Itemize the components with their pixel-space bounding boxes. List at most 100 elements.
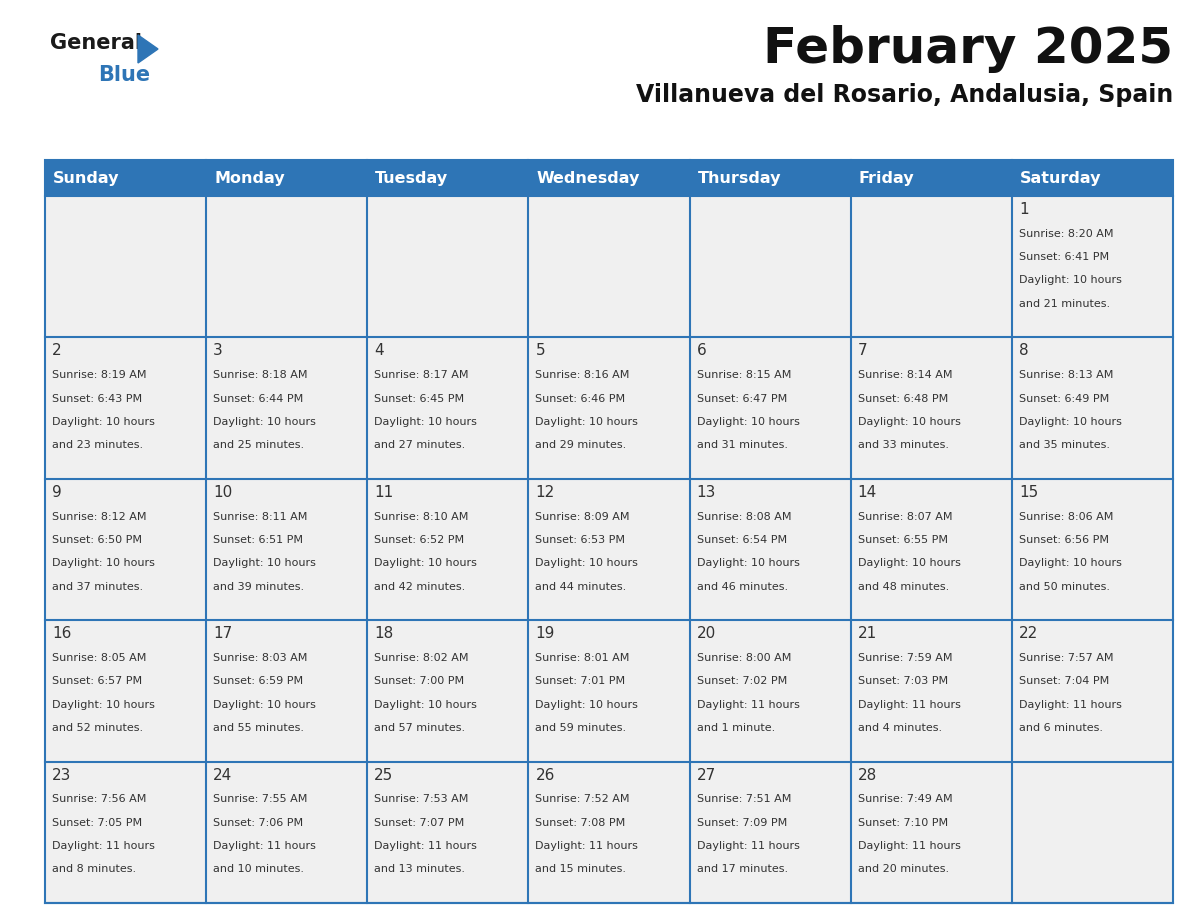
Text: and 27 minutes.: and 27 minutes. <box>374 441 466 450</box>
Text: Sunrise: 8:19 AM: Sunrise: 8:19 AM <box>52 370 146 380</box>
Text: 2: 2 <box>52 343 62 358</box>
Text: Daylight: 10 hours: Daylight: 10 hours <box>536 700 638 710</box>
Text: 24: 24 <box>213 767 233 783</box>
Text: Sunset: 6:53 PM: Sunset: 6:53 PM <box>536 535 625 545</box>
Text: 1: 1 <box>1019 202 1029 217</box>
Text: Sunset: 6:56 PM: Sunset: 6:56 PM <box>1019 535 1108 545</box>
Text: Daylight: 10 hours: Daylight: 10 hours <box>1019 558 1121 568</box>
Text: 13: 13 <box>696 485 716 499</box>
Text: 6: 6 <box>696 343 707 358</box>
Text: General: General <box>50 33 143 53</box>
Text: and 29 minutes.: and 29 minutes. <box>536 441 627 450</box>
Text: Sunset: 6:45 PM: Sunset: 6:45 PM <box>374 394 465 404</box>
Text: 7: 7 <box>858 343 867 358</box>
Text: Sunrise: 8:12 AM: Sunrise: 8:12 AM <box>52 511 146 521</box>
Text: Sunrise: 8:16 AM: Sunrise: 8:16 AM <box>536 370 630 380</box>
Text: Sunday: Sunday <box>53 171 120 185</box>
Text: Sunset: 6:55 PM: Sunset: 6:55 PM <box>858 535 948 545</box>
Text: Daylight: 11 hours: Daylight: 11 hours <box>374 841 478 851</box>
Text: and 1 minute.: and 1 minute. <box>696 723 775 733</box>
Text: and 17 minutes.: and 17 minutes. <box>696 865 788 875</box>
Text: and 8 minutes.: and 8 minutes. <box>52 865 137 875</box>
Text: Daylight: 10 hours: Daylight: 10 hours <box>1019 417 1121 427</box>
Text: Daylight: 11 hours: Daylight: 11 hours <box>52 841 154 851</box>
Text: and 25 minutes.: and 25 minutes. <box>213 441 304 450</box>
Text: and 48 minutes.: and 48 minutes. <box>858 582 949 591</box>
Text: Sunrise: 8:02 AM: Sunrise: 8:02 AM <box>374 653 469 663</box>
Text: Sunset: 6:44 PM: Sunset: 6:44 PM <box>213 394 303 404</box>
Text: 19: 19 <box>536 626 555 641</box>
Text: Sunset: 7:02 PM: Sunset: 7:02 PM <box>696 677 786 687</box>
Text: and 15 minutes.: and 15 minutes. <box>536 865 626 875</box>
Text: Sunset: 6:50 PM: Sunset: 6:50 PM <box>52 535 143 545</box>
Text: and 4 minutes.: and 4 minutes. <box>858 723 942 733</box>
Text: 3: 3 <box>213 343 223 358</box>
Text: Daylight: 10 hours: Daylight: 10 hours <box>52 558 154 568</box>
Text: Daylight: 11 hours: Daylight: 11 hours <box>213 841 316 851</box>
Text: Wednesday: Wednesday <box>537 171 640 185</box>
Text: Sunset: 6:47 PM: Sunset: 6:47 PM <box>696 394 786 404</box>
Text: 11: 11 <box>374 485 393 499</box>
Text: Daylight: 10 hours: Daylight: 10 hours <box>858 417 961 427</box>
Text: and 33 minutes.: and 33 minutes. <box>858 441 949 450</box>
Text: 21: 21 <box>858 626 877 641</box>
Text: Sunrise: 8:11 AM: Sunrise: 8:11 AM <box>213 511 308 521</box>
Text: 4: 4 <box>374 343 384 358</box>
Text: Sunset: 6:46 PM: Sunset: 6:46 PM <box>536 394 626 404</box>
Text: Sunrise: 7:57 AM: Sunrise: 7:57 AM <box>1019 653 1113 663</box>
Text: and 20 minutes.: and 20 minutes. <box>858 865 949 875</box>
Text: Daylight: 10 hours: Daylight: 10 hours <box>536 417 638 427</box>
Text: Sunrise: 8:01 AM: Sunrise: 8:01 AM <box>536 653 630 663</box>
Text: Sunset: 7:10 PM: Sunset: 7:10 PM <box>858 818 948 828</box>
Text: Daylight: 10 hours: Daylight: 10 hours <box>1019 275 1121 285</box>
Text: 14: 14 <box>858 485 877 499</box>
Text: Daylight: 10 hours: Daylight: 10 hours <box>213 417 316 427</box>
Text: Sunset: 6:49 PM: Sunset: 6:49 PM <box>1019 394 1110 404</box>
Text: Sunrise: 7:56 AM: Sunrise: 7:56 AM <box>52 794 146 804</box>
Text: 18: 18 <box>374 626 393 641</box>
Bar <box>45 621 1173 762</box>
Text: Villanueva del Rosario, Andalusia, Spain: Villanueva del Rosario, Andalusia, Spain <box>636 83 1173 107</box>
Text: and 35 minutes.: and 35 minutes. <box>1019 441 1110 450</box>
Polygon shape <box>138 35 158 63</box>
Text: 16: 16 <box>52 626 71 641</box>
Text: Sunset: 6:54 PM: Sunset: 6:54 PM <box>696 535 786 545</box>
Text: Daylight: 10 hours: Daylight: 10 hours <box>696 558 800 568</box>
Text: Daylight: 10 hours: Daylight: 10 hours <box>858 558 961 568</box>
Text: 25: 25 <box>374 767 393 783</box>
Text: Sunrise: 7:51 AM: Sunrise: 7:51 AM <box>696 794 791 804</box>
Text: Sunrise: 7:55 AM: Sunrise: 7:55 AM <box>213 794 308 804</box>
Text: and 57 minutes.: and 57 minutes. <box>374 723 466 733</box>
Text: Tuesday: Tuesday <box>375 171 448 185</box>
Text: Sunrise: 8:07 AM: Sunrise: 8:07 AM <box>858 511 953 521</box>
Text: Daylight: 11 hours: Daylight: 11 hours <box>858 700 961 710</box>
Text: and 21 minutes.: and 21 minutes. <box>1019 299 1110 308</box>
Text: Sunset: 7:07 PM: Sunset: 7:07 PM <box>374 818 465 828</box>
Text: Sunrise: 7:53 AM: Sunrise: 7:53 AM <box>374 794 468 804</box>
Text: and 10 minutes.: and 10 minutes. <box>213 865 304 875</box>
Text: Sunset: 7:05 PM: Sunset: 7:05 PM <box>52 818 143 828</box>
Text: Daylight: 11 hours: Daylight: 11 hours <box>1019 700 1121 710</box>
Text: Daylight: 10 hours: Daylight: 10 hours <box>213 558 316 568</box>
Text: 17: 17 <box>213 626 233 641</box>
Text: Sunrise: 7:52 AM: Sunrise: 7:52 AM <box>536 794 630 804</box>
Text: Daylight: 10 hours: Daylight: 10 hours <box>696 417 800 427</box>
Text: and 44 minutes.: and 44 minutes. <box>536 582 627 591</box>
Text: Thursday: Thursday <box>697 171 781 185</box>
Text: Sunrise: 8:10 AM: Sunrise: 8:10 AM <box>374 511 468 521</box>
Text: Daylight: 10 hours: Daylight: 10 hours <box>374 700 478 710</box>
Text: and 50 minutes.: and 50 minutes. <box>1019 582 1110 591</box>
Text: Sunrise: 7:59 AM: Sunrise: 7:59 AM <box>858 653 953 663</box>
Text: and 39 minutes.: and 39 minutes. <box>213 582 304 591</box>
Text: Sunset: 6:51 PM: Sunset: 6:51 PM <box>213 535 303 545</box>
Text: Sunset: 7:00 PM: Sunset: 7:00 PM <box>374 677 465 687</box>
Text: and 42 minutes.: and 42 minutes. <box>374 582 466 591</box>
Text: 5: 5 <box>536 343 545 358</box>
Text: and 13 minutes.: and 13 minutes. <box>374 865 466 875</box>
Text: Daylight: 11 hours: Daylight: 11 hours <box>858 841 961 851</box>
Text: and 52 minutes.: and 52 minutes. <box>52 723 143 733</box>
Text: Sunrise: 8:18 AM: Sunrise: 8:18 AM <box>213 370 308 380</box>
Text: Daylight: 11 hours: Daylight: 11 hours <box>536 841 638 851</box>
Text: Sunset: 6:59 PM: Sunset: 6:59 PM <box>213 677 303 687</box>
Text: 26: 26 <box>536 767 555 783</box>
